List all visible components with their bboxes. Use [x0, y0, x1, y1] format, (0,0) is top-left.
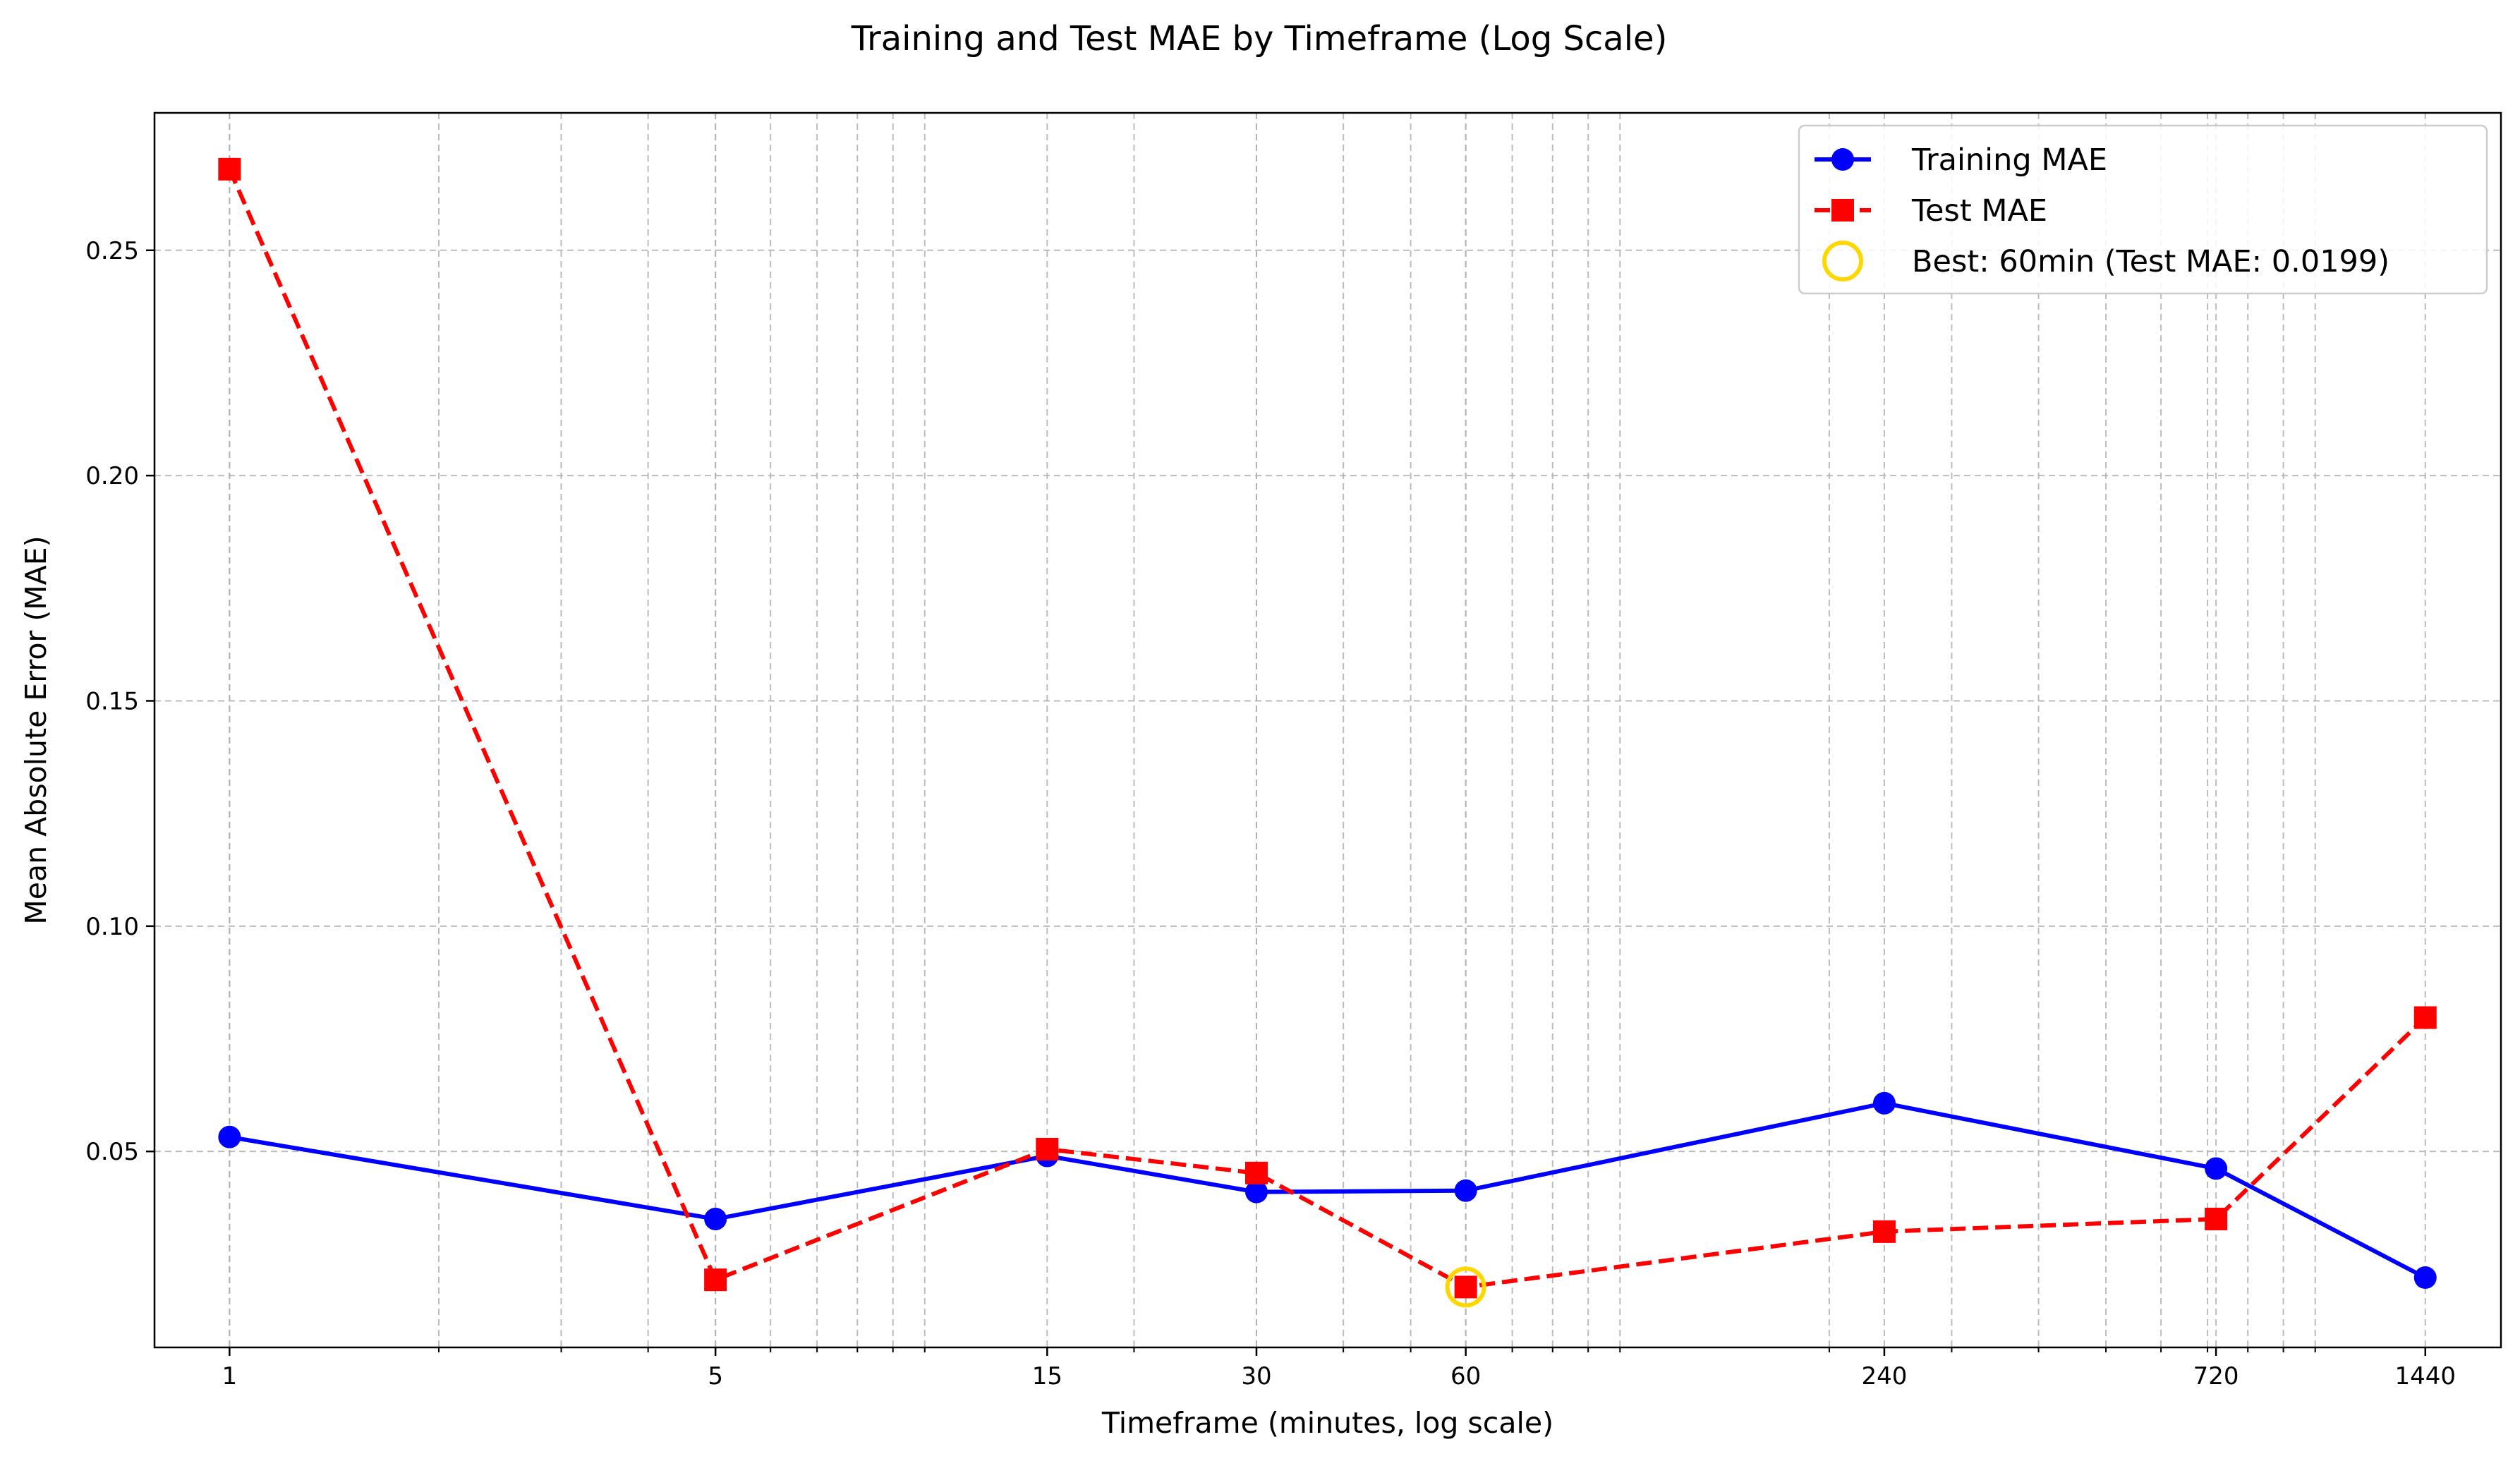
test-point: [218, 157, 241, 181]
plot-frame: [153, 111, 2502, 1349]
y-tick-label: 0.20: [85, 462, 139, 490]
legend-marker-training: [1831, 148, 1854, 171]
training-point: [2413, 1266, 2437, 1290]
chart-title: Training and Test MAE by Timeframe (Log …: [851, 19, 1668, 59]
legend-marker-test: [1831, 199, 1854, 222]
axis-ticks: 0.050.100.150.200.251 5 15 30 60 240 720 1440: [85, 237, 2456, 1390]
series-line-0: [229, 1101, 2427, 1280]
legend-label-0: Training MAE: [1911, 143, 2107, 178]
legend-label-1: Test MAE: [1911, 193, 2047, 229]
test-point: [1872, 1220, 1896, 1243]
y-tick-label: 0.10: [85, 913, 139, 941]
series-line-1: [227, 168, 2427, 1290]
training-point: [1244, 1180, 1268, 1204]
x-tick-label: 240: [1861, 1362, 1907, 1390]
test-point: [1454, 1275, 1477, 1299]
test-point: [1036, 1137, 1059, 1160]
annotation-layer: [1445, 1266, 1486, 1308]
test-point: [1244, 1161, 1268, 1184]
x-tick-label: 30: [1241, 1362, 1271, 1390]
training-point: [2205, 1157, 2228, 1180]
x-tick-label: 720: [2193, 1362, 2239, 1390]
legend-box: [1798, 124, 2488, 295]
training-point: [218, 1125, 241, 1148]
y-tick-label: 0.25: [85, 237, 139, 265]
x-tick-label: 15: [1032, 1362, 1062, 1390]
x-tick-label: 60: [1450, 1362, 1481, 1390]
legend-label-best: Best: 60min (Test MAE: 0.0199): [1912, 244, 2389, 279]
legend-marker-best: [1822, 241, 1863, 281]
training-point: [704, 1207, 727, 1230]
training-point: [1872, 1091, 1896, 1115]
test-point: [704, 1268, 727, 1292]
grid: [155, 113, 2501, 1347]
legend: Training MAE Test MAE Best: 60min (Test MA…: [1798, 124, 2488, 295]
training-point: [1454, 1179, 1477, 1202]
y-tick-label: 0.05: [85, 1138, 139, 1166]
series-layer: [218, 157, 2437, 1299]
test-point: [2205, 1207, 2228, 1230]
test-point: [2413, 1006, 2437, 1029]
y-tick-label: 0.15: [85, 687, 139, 715]
best-point-marker: [1445, 1266, 1486, 1308]
x-tick-label: 5: [708, 1362, 723, 1390]
y-axis-label: Mean Absolute Error (MAE): [19, 535, 53, 924]
x-axis-label: Timeframe (minutes, log scale): [1101, 1406, 1553, 1440]
x-tick-label: 1: [222, 1362, 238, 1390]
x-tick-label: 1440: [2395, 1362, 2457, 1390]
